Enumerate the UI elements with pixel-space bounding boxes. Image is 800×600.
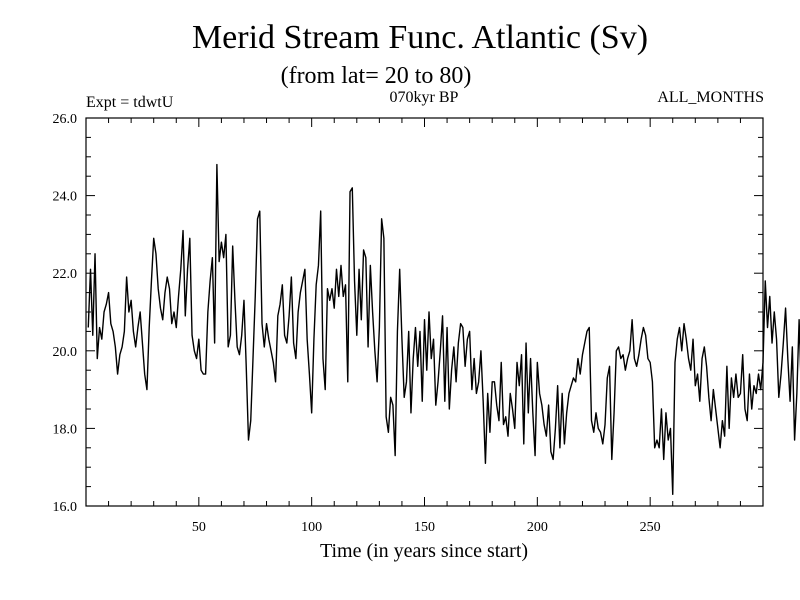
series-line xyxy=(87,163,800,496)
experiment-label: Expt = tdwtU xyxy=(86,94,174,111)
x-tick-label: 200 xyxy=(527,520,548,535)
y-tick-label: 18.0 xyxy=(53,422,78,437)
x-axis-label: Time (in years since start) xyxy=(320,540,528,562)
chart-title: Merid Stream Func. Atlantic (Sv) xyxy=(192,19,648,56)
y-tick-label: 26.0 xyxy=(53,112,78,127)
months-label: ALL_MONTHS xyxy=(657,89,764,106)
x-tick-label: 100 xyxy=(301,520,322,535)
y-tick-label: 22.0 xyxy=(53,267,78,282)
plot-frame xyxy=(85,117,764,507)
y-tick-label: 20.0 xyxy=(53,345,78,360)
y-tick-label: 24.0 xyxy=(53,190,78,205)
y-axis: 16.0 18.0 20.0 22.0 24.0 26.0 xyxy=(53,112,763,515)
chart-subtitle: (from lat= 20 to 80) xyxy=(281,63,472,89)
x-tick-label: 250 xyxy=(640,520,661,535)
y-tick-label: 16.0 xyxy=(53,500,78,515)
period-label: 070kyr BP xyxy=(390,89,459,106)
x-tick-label: 50 xyxy=(192,520,206,535)
x-tick-label: 150 xyxy=(414,520,435,535)
x-axis: 50 100 150 200 250 xyxy=(108,118,741,535)
